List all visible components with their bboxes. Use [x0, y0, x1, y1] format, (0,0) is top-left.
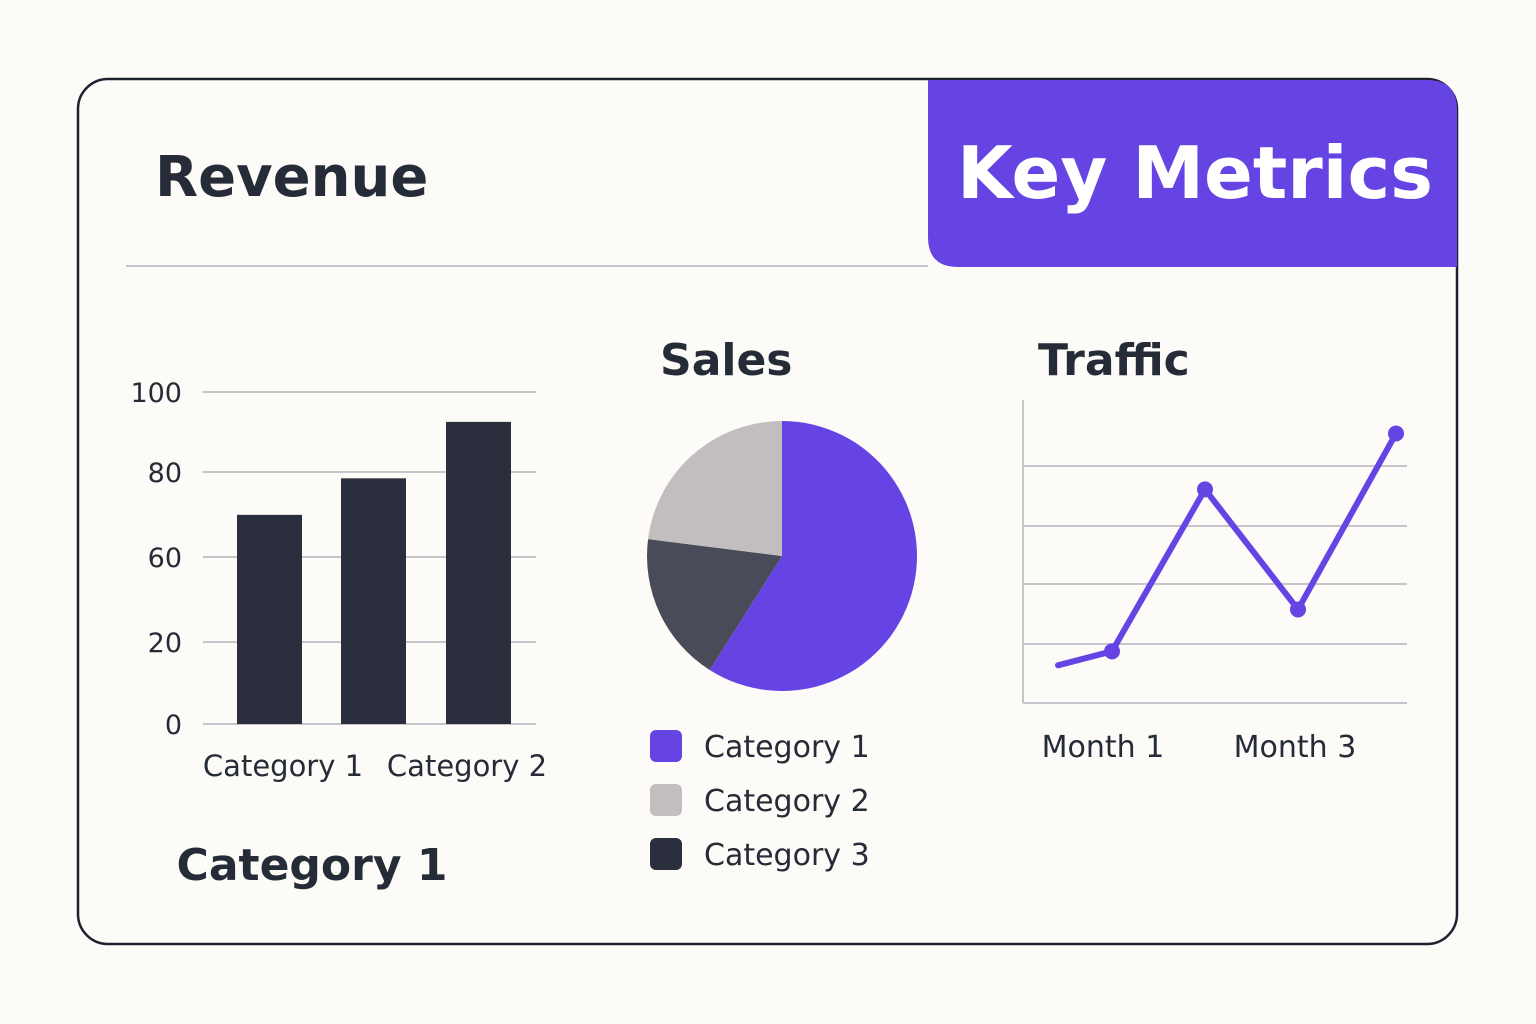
line-x-tick-label: Month 3 [1234, 730, 1357, 765]
revenue-bar-chart: 100 80 60 20 0 Category 1 Category 2 [130, 378, 547, 783]
legend-swatch-3 [650, 838, 682, 870]
key-metrics-title: Key Metrics [957, 131, 1433, 215]
pie-slice-3 [648, 421, 782, 556]
bar-y-tick-label: 0 [165, 710, 182, 741]
traffic-point-2 [1104, 643, 1120, 660]
bar-chart-footer-label: Category 1 [177, 840, 448, 891]
legend-swatch-1 [650, 730, 682, 762]
bar-1 [237, 514, 302, 724]
sales-pie-chart [647, 421, 917, 691]
bar-x-tick-label: Category 1 [203, 749, 363, 783]
pie-slice-1 [709, 421, 917, 691]
traffic-point-5 [1388, 425, 1404, 442]
legend-label-2: Category 2 [704, 784, 870, 819]
bar-2 [341, 478, 406, 724]
legend-swatch-2 [650, 784, 682, 816]
traffic-title: Traffic [1038, 335, 1190, 386]
line-x-tick-label: Month 1 [1042, 730, 1165, 765]
sales-legend: Category 1 Category 2 Category 3 [650, 730, 870, 873]
traffic-point-4 [1290, 601, 1306, 618]
bar-3 [446, 421, 511, 724]
revenue-title: Revenue [155, 145, 428, 210]
traffic-point-3 [1197, 481, 1213, 498]
bar-y-tick-label: 100 [130, 378, 182, 409]
key-metrics-badge [928, 80, 1457, 267]
legend-label-3: Category 3 [704, 838, 870, 873]
sales-title: Sales [660, 335, 793, 386]
pie-slice-2 [647, 539, 782, 670]
bar-x-tick-label: Category 2 [387, 749, 547, 783]
bar-y-tick-label: 80 [148, 458, 182, 489]
bar-y-tick-label: 20 [148, 628, 182, 659]
traffic-line-chart: Month 1 Month 3 [1022, 400, 1407, 765]
bar-y-tick-label: 60 [148, 543, 182, 574]
legend-label-1: Category 1 [704, 730, 870, 765]
